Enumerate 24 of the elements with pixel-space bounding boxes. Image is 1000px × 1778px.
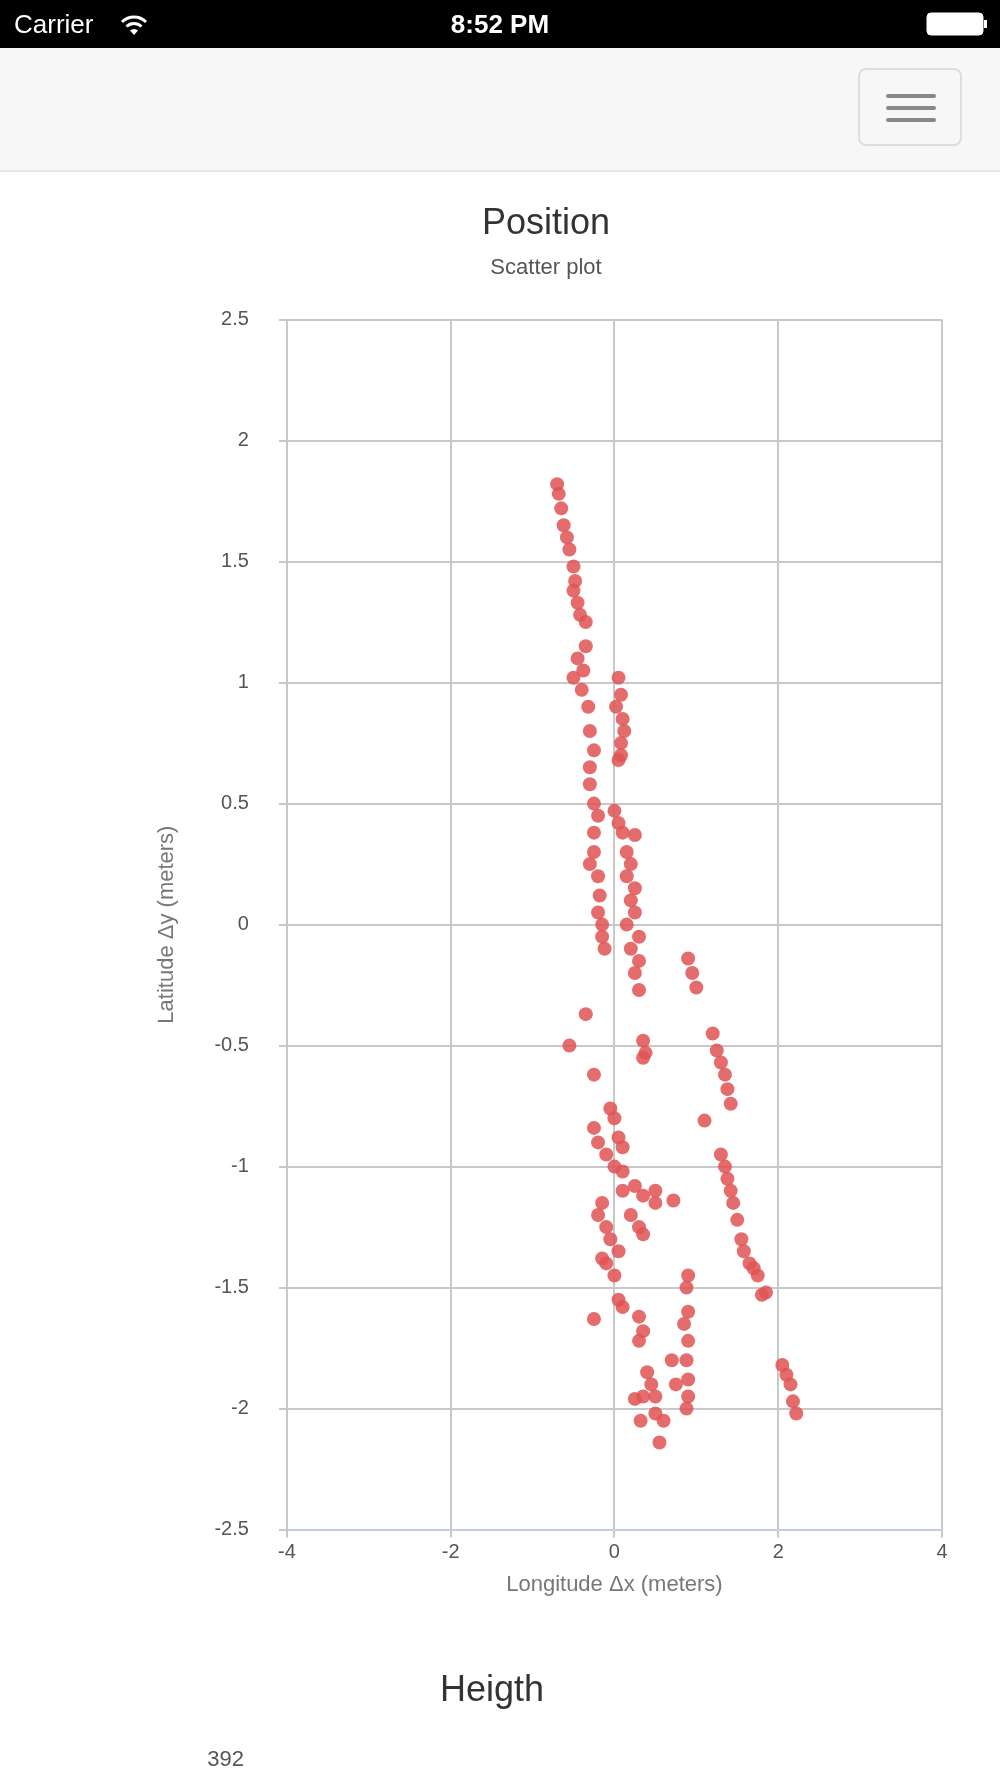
y-axis-title: Latitude Δy (meters)	[153, 825, 179, 1024]
y-tick-label: -0.5	[214, 1033, 249, 1056]
chart-title: Position	[481, 200, 611, 242]
text: Heigth	[438, 1668, 546, 1710]
x-tick-label: 2	[772, 1540, 784, 1563]
x-tick-label: -2	[441, 1540, 460, 1563]
y-tick-label: 0.5	[221, 791, 249, 814]
y-tick-label: -1.5	[214, 1275, 249, 1298]
x-tick-label: 0	[608, 1540, 620, 1563]
x-tick-label: -4	[277, 1540, 296, 1563]
y-tick-label: 1.5	[221, 549, 249, 572]
y-tick-label: -1	[231, 1154, 249, 1177]
x-axis-title: Longitude Δx (meters)	[506, 1570, 723, 1596]
y-tick-label: 0	[237, 912, 249, 935]
text: 392	[207, 1746, 244, 1772]
y-tick-label: -2	[231, 1396, 249, 1419]
y-tick-label: -2.5	[214, 1517, 249, 1540]
chart-subtitle: Scatter plot	[490, 254, 602, 280]
y-tick-label: 2.5	[221, 307, 249, 330]
y-tick-label: 1	[237, 670, 249, 693]
x-tick-label: 4	[936, 1540, 948, 1563]
y-tick-label: 2	[237, 428, 249, 451]
text: Carrier	[14, 9, 94, 40]
text: 8:52 PM	[450, 9, 550, 39]
